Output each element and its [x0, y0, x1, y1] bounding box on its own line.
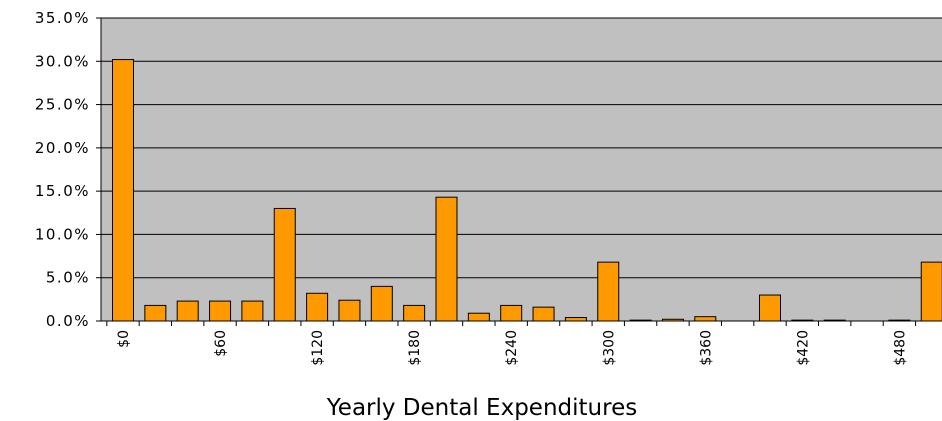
x-tick-label: $480 [892, 330, 908, 366]
bar [241, 300, 264, 322]
y-tick-label: 35.0% [35, 9, 90, 27]
bar [920, 261, 942, 322]
bar [467, 312, 490, 322]
bar [500, 304, 523, 322]
bar [306, 292, 329, 322]
bar [338, 299, 361, 322]
y-tick-label: 30.0% [35, 52, 90, 70]
y-tick-label: 20.0% [35, 139, 90, 157]
bar [564, 317, 587, 322]
x-tick-label: $300 [601, 330, 617, 366]
y-tick-label: 10.0% [35, 225, 90, 243]
y-tick-label: 0.0% [46, 312, 90, 330]
x-tick-label: $60 [213, 330, 229, 357]
bar [112, 59, 134, 322]
bar [403, 304, 426, 322]
x-axis-label: Yearly Dental Expenditures [326, 395, 637, 421]
x-tick-label: $120 [310, 330, 326, 366]
y-tick-label: 15.0% [35, 182, 90, 200]
bar [176, 300, 199, 322]
bar [273, 207, 296, 322]
bar [597, 261, 620, 322]
y-tick-label: 25.0% [35, 96, 90, 114]
y-tick-labels: 0.0% 5.0% 10.0% 15.0% 20.0% 25.0% 30.0% 35.0% [35, 9, 101, 330]
bars [112, 59, 942, 322]
x-tick-label: $180 [407, 330, 423, 366]
bar [144, 304, 167, 322]
bar [694, 316, 717, 322]
x-tick-label: $360 [698, 330, 714, 366]
bar [759, 294, 781, 322]
x-tick-label: $0 [116, 330, 132, 348]
bar [209, 300, 232, 322]
bar [532, 306, 555, 322]
y-tick-label: 5.0% [46, 269, 90, 287]
x-tick-label: $240 [504, 330, 520, 366]
x-tick-labels: $0 $60 $120 $180 $240 $300 $360 $420 $480 [106, 321, 917, 366]
plot-area [101, 18, 942, 321]
bar [435, 196, 458, 322]
bar [370, 285, 393, 322]
gridlines [101, 17, 942, 279]
x-tick-label: $420 [795, 330, 811, 366]
